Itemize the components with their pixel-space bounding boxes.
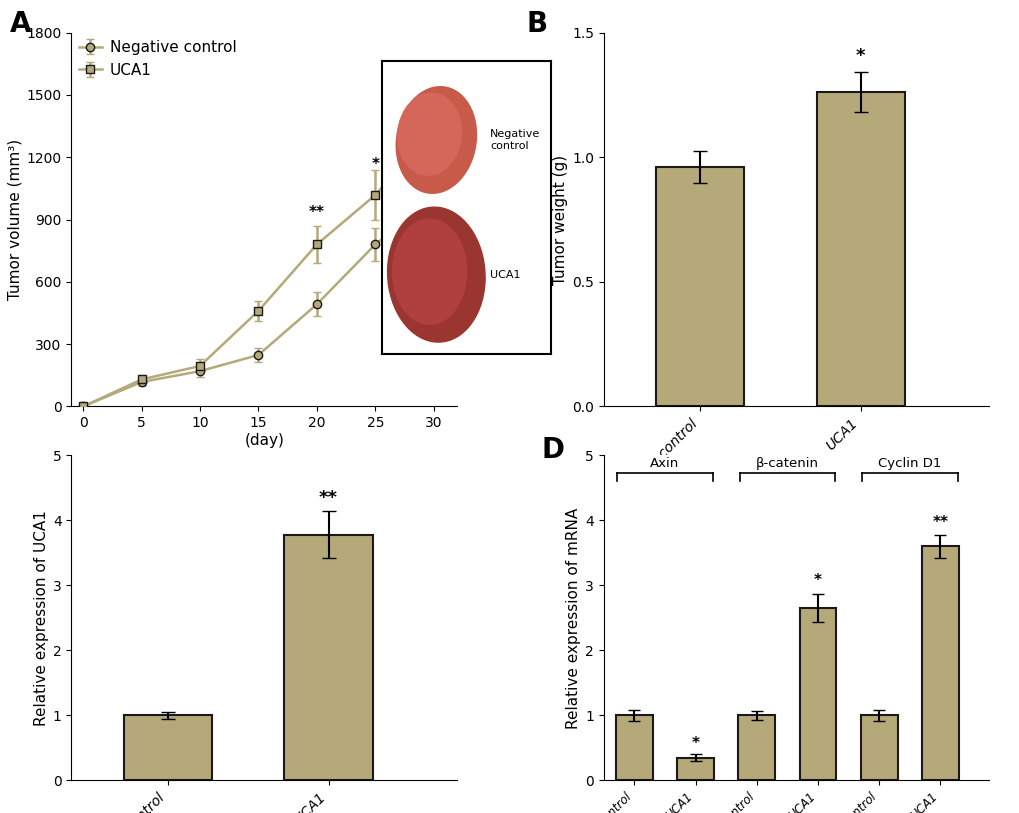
Text: B: B: [526, 10, 547, 38]
Bar: [860, 715, 897, 780]
Bar: [921, 546, 958, 780]
Y-axis label: Tumor weight (g): Tumor weight (g): [552, 154, 568, 285]
Bar: [284, 535, 372, 780]
Text: D: D: [541, 436, 565, 463]
Text: A: A: [9, 10, 32, 38]
Text: UCA1: UCA1: [490, 270, 521, 280]
Text: Axin: Axin: [650, 457, 679, 470]
Text: **: **: [319, 489, 337, 507]
X-axis label: (day): (day): [245, 433, 284, 448]
Text: ***: ***: [421, 65, 445, 80]
Bar: [738, 715, 774, 780]
Text: *: *: [691, 736, 699, 750]
Text: β-catenin: β-catenin: [755, 457, 818, 470]
Bar: [677, 758, 713, 780]
Text: Negative
control: Negative control: [490, 128, 540, 151]
Y-axis label: Tumor volume (mm³): Tumor volume (mm³): [7, 139, 22, 300]
Text: Cyclin D1: Cyclin D1: [877, 457, 941, 470]
Ellipse shape: [395, 87, 476, 193]
Text: *: *: [813, 573, 821, 588]
Text: **: **: [931, 515, 948, 530]
Bar: [799, 608, 836, 780]
Legend: Negative control, UCA1: Negative control, UCA1: [78, 40, 236, 78]
Text: *: *: [855, 47, 865, 65]
Y-axis label: Relative expression of UCA1: Relative expression of UCA1: [34, 510, 49, 726]
Bar: [816, 93, 904, 406]
Ellipse shape: [397, 93, 461, 176]
Bar: [123, 715, 212, 780]
Bar: [655, 167, 744, 406]
Y-axis label: Relative expression of mRNA: Relative expression of mRNA: [566, 507, 581, 728]
Text: **: **: [309, 205, 324, 220]
Text: *: *: [371, 157, 379, 172]
Ellipse shape: [387, 207, 485, 342]
Bar: [615, 715, 652, 780]
Ellipse shape: [392, 219, 467, 324]
